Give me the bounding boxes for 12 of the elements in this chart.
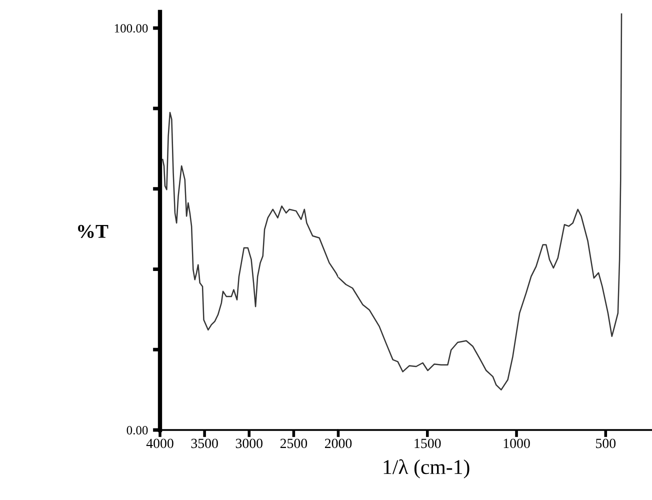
x-tick-label: 4000 <box>146 438 174 448</box>
x-tick-label: 2000 <box>324 438 352 448</box>
x-tick-label: 3500 <box>191 438 218 448</box>
x-tick-label: 3000 <box>236 438 262 448</box>
y-tick-label: 0.00 <box>126 426 148 435</box>
x-tick-label: 1500 <box>414 438 441 448</box>
x-tick-label: 500 <box>596 438 616 448</box>
x-axis-title: 1/λ (cm-1) <box>384 459 470 478</box>
y-tick-label: 100.00 <box>114 24 148 33</box>
x-tick-label: 2500 <box>280 438 308 448</box>
y-axis-title: %T <box>78 224 108 238</box>
x-tick-label: 1000 <box>504 438 530 448</box>
